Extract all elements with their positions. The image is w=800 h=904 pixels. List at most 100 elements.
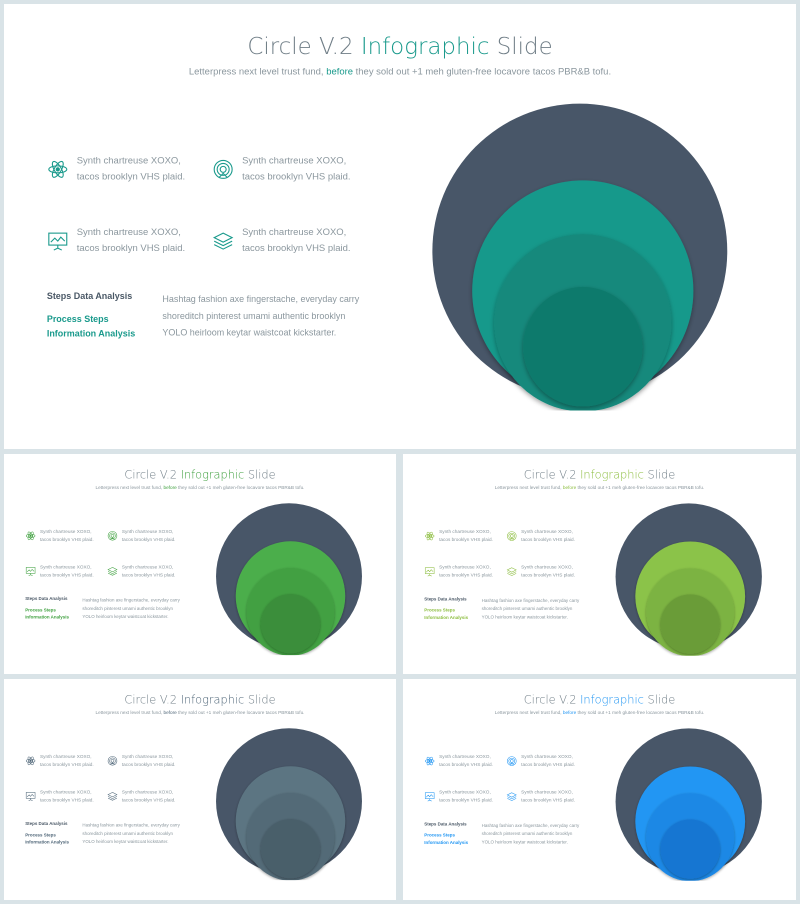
nested-circles-graphic [430, 102, 729, 411]
layers-icon [212, 230, 234, 252]
feature-line: tacos brooklyn VHS plaid. [242, 243, 351, 255]
feature-line: tacos brooklyn VHS plaid. [521, 537, 575, 543]
feature-line: tacos brooklyn VHS plaid. [439, 797, 493, 804]
steps-description: Hashtag fashion axe fingerstache, everyd… [82, 821, 179, 846]
feature-line: tacos brooklyn VHS plaid. [121, 536, 176, 543]
steps-desc-line: Hashtag fashion axe fingerstache, everyd… [82, 822, 180, 828]
presentation-board-icon [424, 791, 435, 802]
feature-item: Synth chartreuse XOXO, tacos brooklyn VH… [506, 789, 595, 805]
steps-item: Process Steps [46, 313, 109, 324]
inner-circle-small [260, 594, 321, 654]
feature-item: Synth chartreuse XOXO, tacos brooklyn VH… [107, 528, 196, 544]
feature-line: Synth chartreuse XOXO, [439, 529, 491, 535]
steps-desc-line: YOLO heirloom keytar waistcoat kickstart… [82, 839, 169, 845]
title-text: Circle V.2 [523, 693, 577, 707]
nested-circles-graphic [615, 727, 763, 881]
steps-item: Information Analysis [424, 615, 469, 621]
atom-icon [424, 531, 435, 542]
slide-title: Circle V.2 Infographic Slide [4, 694, 396, 707]
feature-line: Synth chartreuse XOXO, [521, 789, 573, 796]
target-icon [107, 530, 118, 541]
steps-title: Steps Data Analysis [424, 596, 467, 602]
steps-desc-line: Hashtag fashion axe fingerstache, everyd… [481, 822, 580, 828]
title-text-end: Slide [247, 468, 276, 482]
feature-line: tacos brooklyn VHS plaid. [439, 762, 493, 768]
steps-desc-line: Hashtag fashion axe fingerstache, everyd… [82, 597, 180, 603]
feature-item: Synth chartreuse XOXO, tacos brooklyn VH… [506, 528, 595, 544]
title-text-end: Slide [647, 468, 676, 482]
feature-line: Synth chartreuse XOXO, [76, 227, 181, 239]
presentation-board-icon [47, 230, 69, 252]
feature-item: Synth chartreuse XOXO, tacos brooklyn VH… [25, 528, 114, 544]
feature-line: Synth chartreuse XOXO, [76, 155, 181, 167]
steps-desc-line: shoreditch pinterest umami authentic bro… [481, 606, 573, 612]
title-text-end: Slide [496, 33, 553, 60]
slide-subtitle: Letterpress next level trust fund, befor… [4, 67, 796, 78]
subtitle-accent-text: before [326, 66, 354, 78]
feature-item: Synth chartreuse XOXO, tacos brooklyn VH… [424, 789, 513, 805]
title-text-end: Slide [247, 693, 276, 707]
steps-item: Information Analysis [25, 614, 69, 620]
feature-line: tacos brooklyn VHS plaid. [521, 572, 575, 579]
steps-desc-line: shoreditch pinterest umami authentic bro… [481, 831, 573, 837]
feature-line: Synth chartreuse XOXO, [439, 564, 491, 571]
slide-title: Circle V.2 Infographic Slide [4, 469, 396, 482]
subtitle-text: Letterpress next level trust fund, [188, 66, 324, 78]
feature-line: tacos brooklyn VHS plaid. [39, 572, 94, 578]
feature-item: Synth chartreuse XOXO, tacos brooklyn VH… [25, 563, 114, 579]
atom-icon [424, 756, 435, 767]
presentation-board-icon [25, 566, 36, 577]
feature-item: Synth chartreuse XOXO, tacos brooklyn VH… [424, 753, 513, 769]
slide-subtitle: Letterpress next level trust fund, befor… [4, 485, 396, 490]
feature-line: Synth chartreuse XOXO, [39, 789, 92, 795]
steps-desc-line: shoreditch pinterest umami authentic bro… [82, 605, 173, 611]
atom-icon [47, 158, 69, 180]
nested-circles-graphic [215, 502, 363, 656]
steps-desc-line: shoreditch pinterest umami authentic bro… [82, 830, 173, 836]
inner-circle-small [523, 286, 643, 407]
feature-line: Synth chartreuse XOXO, [39, 564, 92, 570]
feature-line: Synth chartreuse XOXO, [439, 754, 491, 760]
feature-line: tacos brooklyn VHS plaid. [439, 537, 493, 543]
feature-line: Synth chartreuse XOXO, [521, 529, 573, 535]
slide-title: Circle V.2 Infographic Slide [4, 34, 796, 60]
feature-line: tacos brooklyn VHS plaid. [76, 243, 186, 255]
steps-description: Hashtag fashion axe fingerstache, everyd… [162, 291, 359, 342]
feature-line: tacos brooklyn VHS plaid. [521, 762, 575, 768]
feature-line: Synth chartreuse XOXO, [121, 789, 174, 795]
feature-line: Synth chartreuse XOXO, [521, 754, 573, 760]
layers-icon [506, 566, 517, 577]
presentation-board-icon [25, 791, 36, 802]
slide-subtitle: Letterpress next level trust fund, befor… [403, 485, 796, 490]
title-accent-text: Infographic [180, 693, 245, 707]
nested-circles-graphic [615, 502, 763, 656]
steps-description: Hashtag fashion axe fingerstache, everyd… [82, 596, 179, 621]
layers-icon [107, 566, 118, 577]
steps-title: Steps Data Analysis [25, 821, 68, 826]
title-accent-text: Infographic [180, 468, 245, 482]
feature-line: tacos brooklyn VHS plaid. [439, 572, 493, 579]
slide-subtitle: Letterpress next level trust fund, befor… [403, 710, 796, 715]
feature-item: Synth chartreuse XOXO, tacos brooklyn VH… [47, 153, 226, 185]
feature-line: Synth chartreuse XOXO, [39, 528, 92, 535]
steps-desc-line: YOLO heirloom keytar waistcoat kickstart… [481, 614, 568, 620]
slide-title: Circle V.2 Infographic Slide [403, 694, 796, 707]
steps-title: Steps Data Analysis [25, 596, 68, 601]
feature-item: Synth chartreuse XOXO, tacos brooklyn VH… [212, 225, 391, 257]
title-accent-text: Infographic [580, 468, 644, 482]
target-icon [107, 755, 118, 766]
title-text: Circle V.2 [523, 468, 577, 482]
title-text: Circle V.2 [124, 693, 178, 707]
subtitle-accent-text: before [562, 710, 577, 716]
subtitle-text-end: they sold out +1 meh gluten-free locavor… [355, 66, 612, 78]
feature-line: Synth chartreuse XOXO, [242, 227, 347, 239]
feature-line: tacos brooklyn VHS plaid. [39, 761, 94, 768]
feature-line: tacos brooklyn VHS plaid. [521, 797, 575, 804]
feature-line: tacos brooklyn VHS plaid. [121, 761, 176, 768]
steps-desc-line: Hashtag fashion axe fingerstache, everyd… [481, 597, 580, 603]
steps-description: Hashtag fashion axe fingerstache, everyd… [482, 821, 580, 846]
layers-icon [107, 791, 118, 802]
feature-line: Synth chartreuse XOXO, [521, 564, 573, 571]
subtitle-accent-text: before [163, 710, 177, 716]
steps-desc-line: YOLO heirloom keytar waistcoat kickstart… [162, 327, 337, 338]
